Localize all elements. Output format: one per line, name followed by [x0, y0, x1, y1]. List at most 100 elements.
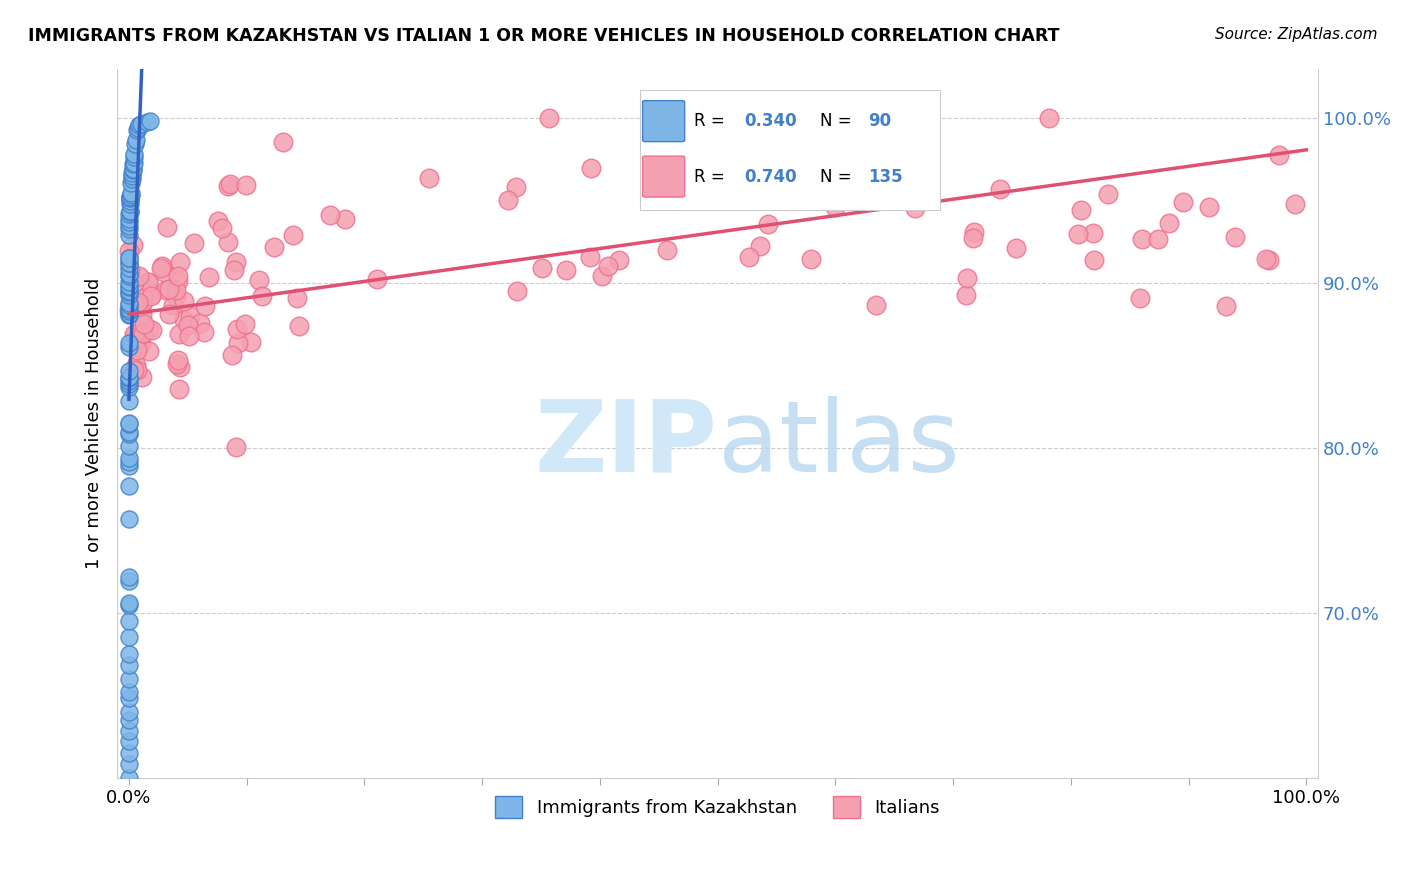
Point	[125, 123, 148, 137]
Point	[118, 302, 141, 317]
Point	[183, 236, 205, 251]
Point	[132, 291, 155, 305]
Point	[120, 186, 142, 200]
Point	[141, 287, 163, 301]
Point	[118, 570, 141, 584]
Point	[131, 297, 153, 311]
Point	[962, 225, 984, 239]
Point	[596, 259, 619, 273]
Point	[167, 352, 190, 367]
Point	[120, 187, 142, 202]
Point	[129, 117, 152, 131]
Point	[194, 299, 217, 313]
Point	[157, 307, 180, 321]
Point	[121, 172, 143, 186]
Y-axis label: 1 or more Vehicles in Household: 1 or more Vehicles in Household	[86, 277, 103, 569]
Point	[129, 336, 152, 351]
Point	[179, 328, 201, 343]
Point	[118, 417, 141, 431]
Point	[1129, 292, 1152, 306]
Point	[118, 380, 141, 394]
Point	[121, 166, 143, 180]
Point	[122, 362, 145, 376]
Point	[165, 283, 187, 297]
Point	[118, 222, 141, 236]
Point	[118, 251, 141, 265]
Text: Source: ZipAtlas.com: Source: ZipAtlas.com	[1215, 27, 1378, 42]
Point	[1097, 187, 1119, 202]
Point	[1284, 196, 1306, 211]
Point	[122, 157, 145, 171]
Point	[118, 298, 141, 312]
Point	[1159, 216, 1181, 230]
Point	[211, 221, 233, 235]
Point	[124, 147, 146, 161]
Point	[782, 154, 804, 169]
Point	[118, 276, 141, 290]
Point	[247, 272, 270, 286]
Point	[135, 115, 157, 129]
Point	[225, 440, 247, 454]
Point	[904, 201, 927, 215]
Point	[120, 263, 142, 277]
Point	[118, 574, 141, 588]
Point	[498, 194, 520, 208]
Point	[118, 783, 141, 797]
Point	[198, 269, 221, 284]
Point	[873, 148, 896, 162]
Point	[165, 288, 187, 302]
Point	[118, 207, 141, 221]
Point	[1173, 194, 1195, 209]
Point	[118, 705, 141, 719]
Point	[1223, 230, 1246, 244]
Point	[120, 190, 142, 204]
Point	[188, 316, 211, 330]
Point	[124, 136, 146, 151]
Point	[125, 358, 148, 372]
Point	[166, 357, 188, 371]
Point	[118, 450, 141, 465]
Point	[962, 231, 984, 245]
Point	[218, 177, 240, 191]
Point	[122, 156, 145, 170]
Point	[118, 672, 141, 686]
Point	[156, 219, 179, 234]
Point	[118, 279, 141, 293]
Point	[166, 268, 188, 283]
Point	[118, 244, 141, 259]
Point	[118, 416, 141, 430]
Point	[800, 252, 823, 266]
Point	[1038, 111, 1060, 125]
Point	[118, 691, 141, 706]
Point	[756, 217, 779, 231]
Point	[217, 235, 239, 249]
Point	[118, 598, 141, 612]
Point	[167, 326, 190, 341]
Point	[138, 344, 160, 359]
Point	[118, 427, 141, 442]
Point	[173, 293, 195, 308]
Point	[118, 439, 141, 453]
Point	[217, 178, 239, 193]
Point	[118, 267, 141, 281]
Point	[226, 336, 249, 351]
Point	[288, 319, 311, 334]
Point	[118, 425, 141, 439]
Point	[118, 260, 141, 275]
Point	[1268, 148, 1291, 162]
Point	[118, 228, 141, 243]
Point	[138, 322, 160, 336]
Point	[136, 275, 159, 289]
Point	[956, 270, 979, 285]
Point	[118, 459, 141, 474]
Point	[118, 631, 141, 645]
Point	[118, 279, 141, 293]
Point	[120, 194, 142, 209]
Point	[118, 285, 141, 299]
Point	[179, 309, 201, 323]
Point	[149, 261, 172, 276]
Point	[124, 327, 146, 342]
Point	[169, 255, 191, 269]
Point	[139, 289, 162, 303]
Point	[225, 254, 247, 268]
